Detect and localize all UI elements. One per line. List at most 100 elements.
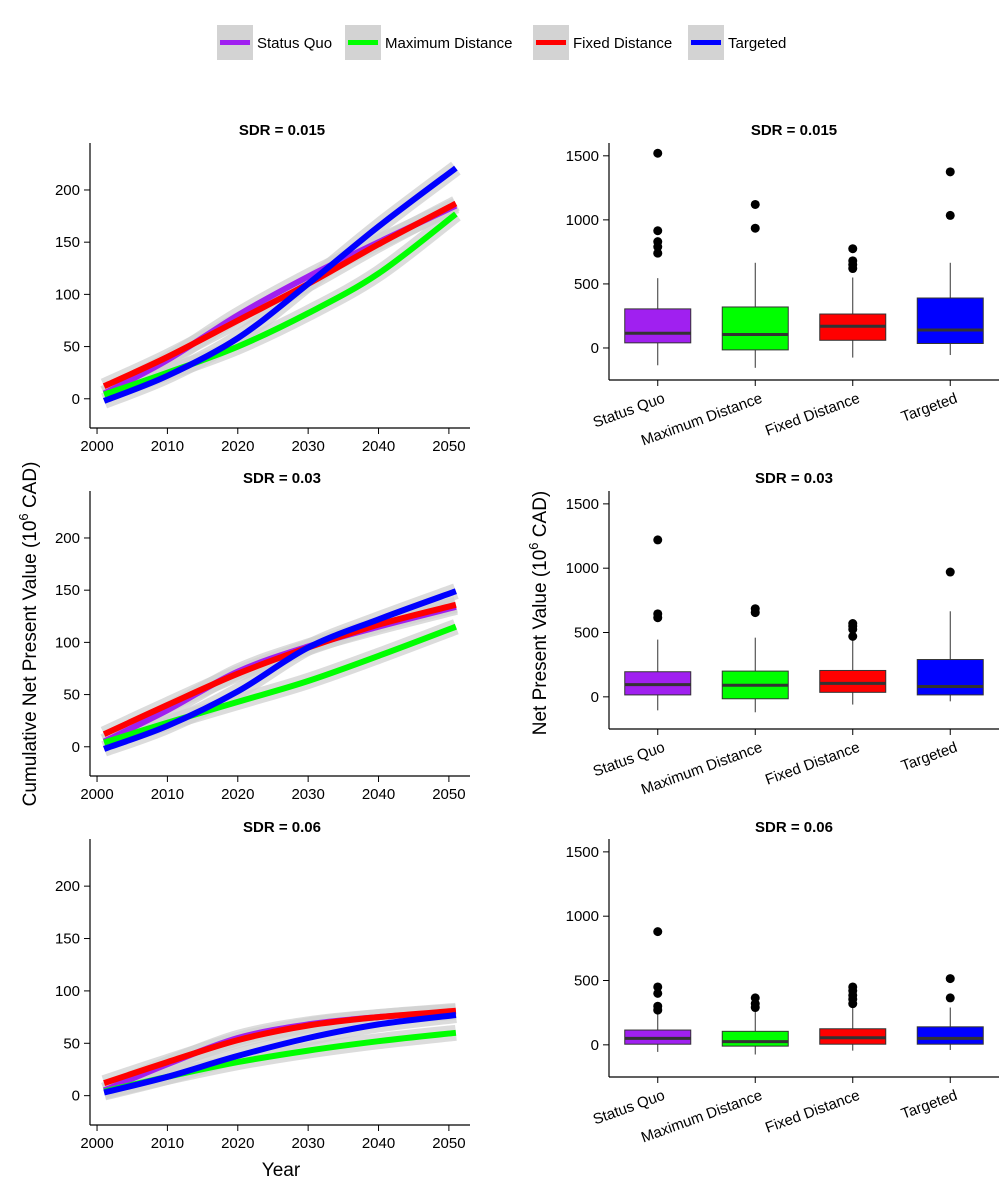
x-tick-label: 2020 <box>221 1135 254 1152</box>
outlier-point <box>945 974 955 984</box>
y-tick-label: 1000 <box>566 908 599 925</box>
outlier-point <box>848 982 858 992</box>
x-tick-label: 2040 <box>362 786 395 803</box>
box-body <box>916 1026 984 1045</box>
box-body <box>721 306 789 351</box>
line-panel-sdr-0-015: SDR = 0.015 0 50 100 150 200 2000 2010 2020 2030 2… <box>55 122 470 455</box>
panel-title: SDR = 0.015 <box>751 122 837 139</box>
x-tick-label: 2030 <box>291 438 324 455</box>
outlier-point <box>945 993 955 1003</box>
x-tick-label: 2010 <box>151 438 184 455</box>
y-tick-label: 150 <box>55 931 80 948</box>
legend-item-status-quo: Status Quo <box>217 25 332 60</box>
box-fixed-distance <box>819 619 887 705</box>
outlier-point <box>750 199 760 209</box>
y-tick-label: 1000 <box>566 560 599 577</box>
legend-label: Status Quo <box>257 35 332 52</box>
x-tick-label: 2050 <box>432 786 465 803</box>
y-tick-label: 100 <box>55 634 80 651</box>
line-panel-sdr-0-03: SDR = 0.03 0 50 100 150 200 2000 2010 2020 2030 20… <box>55 470 470 803</box>
series-line-targeted <box>103 1012 457 1096</box>
legend-label: Maximum Distance <box>385 35 513 52</box>
outlier-point <box>945 567 955 577</box>
x-tick-label: 2030 <box>291 786 324 803</box>
series-line-targeted <box>102 165 458 404</box>
x-tick-label: Fixed Distance <box>763 739 862 789</box>
y-tick-label: 100 <box>55 983 80 1000</box>
y-tick-label: 50 <box>63 339 80 356</box>
x-tick-label: Status Quo <box>591 390 667 432</box>
outlier-point <box>653 535 663 545</box>
box-maximum-distance <box>721 993 789 1055</box>
outlier-point <box>653 927 663 937</box>
y-tick-label: 0 <box>72 739 80 756</box>
y-tick-label: 50 <box>63 687 80 704</box>
outlier-point <box>653 248 663 258</box>
y-tick-label: 200 <box>55 530 80 547</box>
box-body <box>721 1030 789 1047</box>
box-maximum-distance <box>721 604 789 713</box>
legend-item-targeted: Targeted <box>688 25 786 60</box>
x-tick-label: 2020 <box>221 438 254 455</box>
x-tick-label: Fixed Distance <box>763 1087 862 1137</box>
x-tick-label: 2040 <box>362 1135 395 1152</box>
x-tick-label: Targeted <box>899 390 960 426</box>
x-tick-label: Targeted <box>899 739 960 775</box>
series-line-fixed-distance <box>102 601 457 737</box>
line-panel-sdr-0-06: SDR = 0.06 0 50 100 150 200 2000 2010 2020 2030 20… <box>55 819 470 1152</box>
y-tick-label: 500 <box>574 973 599 990</box>
x-tick-label: 2000 <box>80 438 113 455</box>
series-line-targeted <box>103 588 457 752</box>
x-tick-label: 2000 <box>80 786 113 803</box>
left-x-axis-label: Year <box>262 1160 301 1181</box>
box-fixed-distance <box>819 244 887 358</box>
y-tick-label: 1500 <box>566 148 599 165</box>
x-tick-label: 2010 <box>151 786 184 803</box>
legend-label: Fixed Distance <box>573 35 672 52</box>
outlier-point <box>848 244 858 254</box>
outlier-point <box>848 631 858 641</box>
x-tick-label: 2010 <box>151 1135 184 1152</box>
outlier-point <box>848 619 858 629</box>
y-tick-label: 200 <box>55 878 80 895</box>
legend-item-maximum-distance: Maximum Distance <box>345 25 513 60</box>
y-tick-label: 100 <box>55 286 80 303</box>
x-tick-label: Targeted <box>899 1087 960 1123</box>
series-line-fixed-distance <box>102 200 458 389</box>
series-line-maximum-distance <box>103 211 458 398</box>
legend-item-fixed-distance: Fixed Distance <box>533 25 672 60</box>
legend: Status Quo Maximum Distance Fixed Distance… <box>217 25 786 60</box>
series-line-fixed-distance <box>103 1007 457 1086</box>
y-tick-label: 50 <box>63 1035 80 1052</box>
outlier-point <box>945 210 955 220</box>
y-tick-label: 500 <box>574 625 599 642</box>
panel-title: SDR = 0.015 <box>239 122 325 139</box>
x-tick-label: 2030 <box>291 1135 324 1152</box>
y-tick-label: 150 <box>55 582 80 599</box>
box-body <box>916 659 984 696</box>
x-tick-label: Status Quo <box>591 739 667 781</box>
x-tick-label: 2000 <box>80 1135 113 1152</box>
box-maximum-distance <box>721 199 789 368</box>
right-y-axis-label: Net Present Value (106 CAD) <box>526 491 551 736</box>
x-tick-label: 2050 <box>432 1135 465 1152</box>
y-tick-label: 200 <box>55 182 80 199</box>
y-tick-label: 1500 <box>566 496 599 513</box>
x-tick-label: 2050 <box>432 438 465 455</box>
outlier-point <box>653 982 663 992</box>
box-status-quo <box>624 927 692 1052</box>
box-targeted <box>916 567 984 702</box>
y-tick-label: 0 <box>72 1088 80 1105</box>
outlier-point <box>653 988 663 998</box>
y-tick-label: 0 <box>591 340 599 357</box>
outlier-point <box>653 148 663 158</box>
box-status-quo <box>624 148 692 366</box>
box-targeted <box>916 167 984 356</box>
y-tick-label: 1000 <box>566 212 599 229</box>
outlier-point <box>653 237 663 247</box>
box-body <box>624 308 692 344</box>
